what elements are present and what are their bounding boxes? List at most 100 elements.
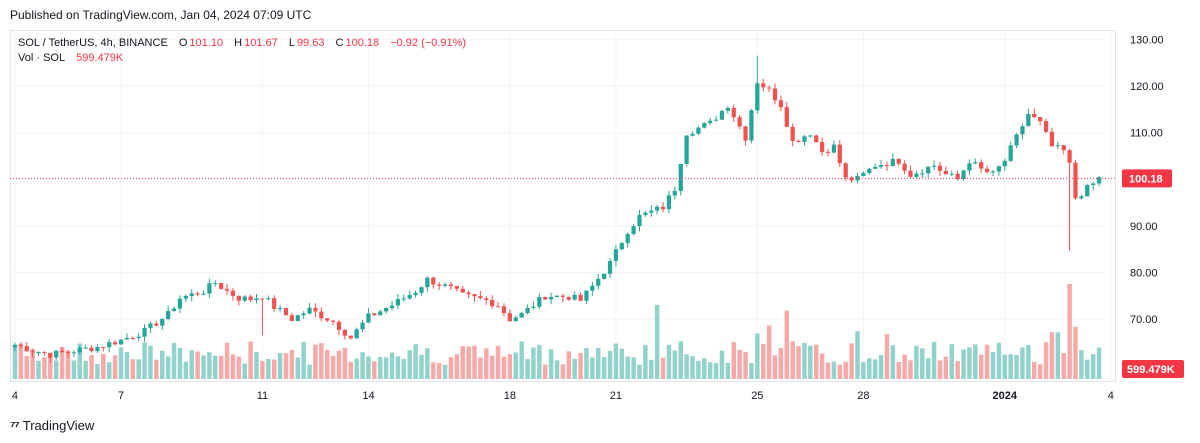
volume-bar: [572, 358, 577, 379]
volume-bar: [342, 347, 348, 380]
candle-body: [778, 100, 784, 108]
price-tick-label: 110.00: [1130, 128, 1163, 140]
candle-body: [543, 297, 548, 300]
volume-label: Vol · SOL: [18, 52, 66, 64]
volume-bar: [631, 357, 636, 379]
candle-body: [725, 107, 730, 111]
volume-value: 599.479K: [76, 52, 124, 64]
volume-bar: [613, 343, 619, 379]
candle-body: [378, 311, 383, 316]
candle-body: [466, 292, 471, 295]
high-value: 101.67: [244, 37, 278, 49]
candle-body: [419, 287, 424, 293]
symbol-row: SOL / TetherUS, 4h, BINANCE O 101.10 H 101…: [18, 36, 468, 51]
candle-body: [325, 318, 330, 321]
volume-bar: [30, 349, 35, 379]
candle-body: [949, 173, 954, 175]
volume-bar: [112, 355, 118, 379]
volume-bar: [1020, 347, 1025, 380]
volume-bar: [248, 341, 253, 379]
candle-body: [1020, 126, 1025, 135]
candle-body: [784, 107, 789, 127]
volume-bar: [59, 347, 65, 380]
volume-bar: [118, 347, 124, 379]
candle-body: [666, 195, 672, 210]
volume-bar: [442, 364, 448, 379]
candle-body: [454, 286, 459, 289]
candle-body: [625, 234, 630, 244]
price-tick-label: 70.00: [1130, 314, 1158, 326]
price-tick-label: 80.00: [1130, 267, 1158, 279]
candle-body: [637, 214, 642, 227]
footer-brand: ⁷⁷ TradingView: [10, 418, 94, 433]
candle-body: [578, 294, 583, 301]
candle-body: [678, 163, 683, 191]
volume-bar: [489, 355, 495, 379]
time-axis: 4 7 11 14 18 21 25 28 2024 4: [12, 390, 1114, 402]
candle-body: [295, 315, 300, 322]
volume-bar: [719, 350, 725, 379]
candle-body: [525, 307, 530, 313]
candle-body: [195, 293, 200, 295]
volume-bar: [566, 351, 572, 379]
volume-bar: [283, 353, 289, 379]
volume-bar: [802, 342, 807, 379]
volume-bar: [878, 355, 884, 379]
volume-bar: [395, 356, 401, 379]
price-axis: 130.00120.00110.00100.0090.0080.0070.006…: [1130, 34, 1164, 372]
candle-body: [1002, 160, 1007, 167]
volume-bar: [855, 331, 860, 379]
volume-bar: [160, 350, 165, 379]
candle-body: [843, 163, 848, 178]
volume-bar: [672, 350, 678, 379]
candle-body: [336, 321, 342, 330]
candlesticks: [12, 55, 1102, 363]
volume-bar: [478, 357, 483, 380]
candle-body: [171, 308, 177, 311]
volume-bar: [407, 350, 412, 379]
candle-body: [560, 295, 566, 297]
volume-bar: [136, 359, 141, 379]
last-price-label: 100.18: [1129, 173, 1163, 185]
candle-body: [1049, 131, 1055, 147]
volume-bar: [383, 357, 389, 379]
candle-body: [1073, 162, 1078, 199]
candle-body: [148, 323, 153, 328]
candle-body: [890, 158, 895, 167]
candle-body: [384, 308, 389, 312]
candle-body: [101, 347, 106, 349]
candle-body: [513, 317, 518, 322]
volume-bar: [790, 341, 795, 379]
volume-bar: [760, 344, 766, 379]
volume-bar: [507, 354, 513, 379]
volume-bar: [590, 357, 595, 379]
volume-bar: [48, 352, 53, 380]
volume-bar: [171, 342, 177, 379]
candle-body: [142, 327, 147, 337]
candle-body: [660, 206, 666, 210]
volume-bar: [619, 348, 625, 379]
candle-body: [519, 313, 524, 318]
volume-bar: [560, 364, 566, 379]
candle-body: [967, 163, 972, 171]
volume-bar: [165, 356, 171, 379]
candle-body: [984, 168, 990, 173]
candle-body: [389, 305, 395, 309]
volume-bar: [354, 358, 359, 379]
volume-bar: [996, 342, 1002, 380]
chart-pane[interactable]: [10, 30, 1116, 382]
price-tick-label: 120.00: [1130, 81, 1164, 93]
time-tick-label: 7: [118, 390, 124, 402]
last-value-markers: 100.18 599.479K: [10, 169, 1184, 378]
volume-bar: [814, 344, 819, 379]
chart-legend: SOL / TetherUS, 4h, BINANCE O 101.10 H 101…: [18, 36, 468, 66]
candle-body: [289, 315, 294, 322]
candle-body: [790, 126, 795, 141]
volume-bar: [448, 357, 454, 379]
candle-body: [1067, 150, 1072, 163]
volume-bar: [778, 348, 784, 379]
change-value: −0.92 (−0.91%): [390, 37, 467, 49]
volume-bar: [908, 360, 913, 379]
volume-bar: [513, 352, 518, 379]
